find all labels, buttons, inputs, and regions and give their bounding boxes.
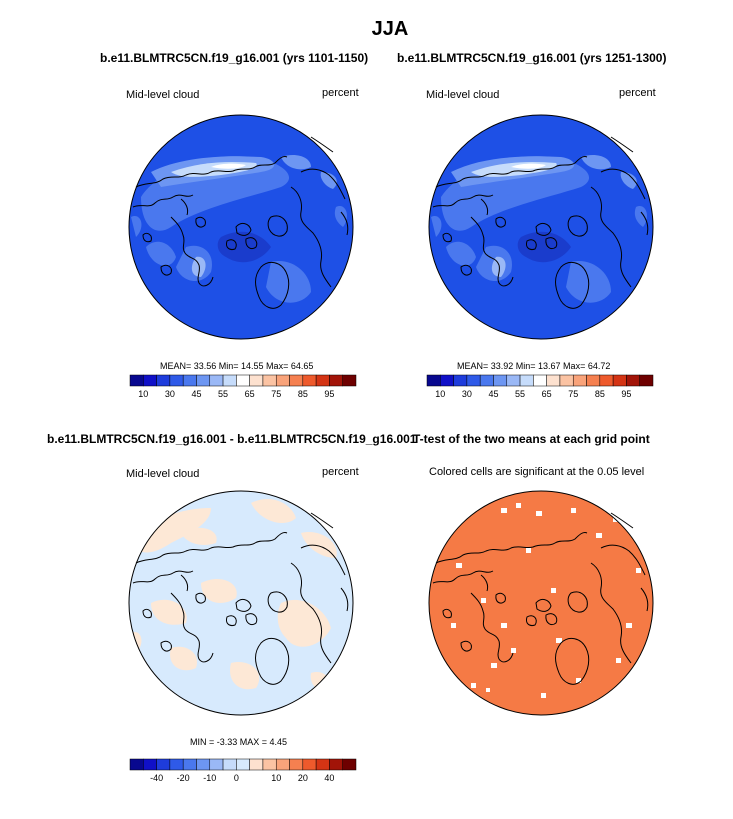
panel-bl-stats: MIN = -3.33 MAX = 4.45 (190, 737, 288, 747)
colorbar-tick-label: 45 (191, 389, 201, 399)
colorbar-cell (315, 374, 330, 387)
panel-tr-map (428, 114, 654, 340)
colorbar-bl: -40 -20 -10 0 10 20 40 (129, 758, 357, 783)
colorbar-cell (169, 374, 184, 387)
colorbar-cell (262, 374, 277, 387)
colorbar-tl: 10 30 45 55 65 75 85 95 (129, 374, 357, 399)
colorbar-cell (453, 374, 468, 387)
colorbar-tick-label: 85 (595, 389, 605, 399)
colorbar-cell (342, 374, 357, 387)
colorbar-tick-label: 65 (245, 389, 255, 399)
colorbar-cell (222, 758, 237, 771)
colorbar-cell (262, 758, 277, 771)
colorbar-cell (626, 374, 640, 387)
colorbar-cell (440, 374, 454, 387)
colorbar-tick-label: 65 (542, 389, 552, 399)
colorbar-tick-label: 10 (138, 389, 148, 399)
panel-br-subtitle: Colored cells are significant at the 0.0… (429, 466, 645, 478)
colorbar-cell (315, 758, 330, 771)
colorbar-tick-label: 10 (271, 773, 281, 783)
colorbar-cell (209, 374, 224, 387)
colorbar-tick-label: 10 (435, 389, 445, 399)
panel-tl-title: b.e11.BLMTRC5CN.f19_g16.001 (yrs 1101-11… (100, 51, 369, 65)
colorbar-tick-label: -10 (203, 773, 216, 783)
panel-bl-variable-label: Mid-level cloud (126, 468, 200, 480)
colorbar-tick-label: 30 (462, 389, 472, 399)
colorbar-tick-label: 85 (298, 389, 308, 399)
colorbar-cell (236, 758, 250, 771)
colorbar-cell (275, 758, 290, 771)
colorbar-cell (143, 758, 157, 771)
colorbar-cell (586, 374, 601, 387)
colorbar-tick-label: 75 (271, 389, 281, 399)
colorbar-cell (129, 374, 144, 387)
colorbar-cell (222, 374, 237, 387)
panel-tl-stats: MEAN= 33.56 Min= 14.55 Max= 64.65 (160, 361, 314, 371)
panel-br-title: T-test of the two means at each grid poi… (413, 432, 650, 446)
colorbar-cell (572, 374, 587, 387)
colorbar-tick-label: 30 (165, 389, 175, 399)
colorbar-cell (169, 758, 184, 771)
colorbar-cell (329, 374, 343, 387)
colorbar-tick-label: 20 (298, 773, 308, 783)
panel-br-map (428, 490, 654, 716)
colorbar-tick-label: -40 (150, 773, 163, 783)
panel-tr-title: b.e11.BLMTRC5CN.f19_g16.001 (yrs 1251-13… (397, 51, 667, 65)
colorbar-cell (493, 374, 508, 387)
colorbar-tick-label: 55 (515, 389, 525, 399)
colorbar-cell (479, 374, 494, 387)
colorbar-cell (196, 758, 211, 771)
panel-tl-units-label: percent (322, 87, 359, 99)
colorbar-cell (209, 758, 224, 771)
colorbar-cell (302, 758, 317, 771)
colorbar-cell (289, 374, 304, 387)
colorbar-cell (249, 374, 264, 387)
colorbar-cell (143, 374, 157, 387)
panel-tr-stats: MEAN= 33.92 Min= 13.67 Max= 64.72 (457, 361, 611, 371)
colorbar-cell (249, 758, 264, 771)
colorbar-cell (156, 758, 171, 771)
colorbar-tick-label: 75 (568, 389, 578, 399)
colorbar-tick-label: 0 (234, 773, 239, 783)
colorbar-cell (546, 374, 561, 387)
panel-bl-map (128, 490, 354, 716)
colorbar-tr: 10 30 45 55 65 75 85 95 (426, 374, 654, 399)
panel-tr-units-label: percent (619, 87, 656, 99)
colorbar-cell (612, 374, 627, 387)
colorbar-cell (182, 758, 197, 771)
colorbar-cell (275, 374, 290, 387)
colorbar-cell (519, 374, 534, 387)
colorbar-tick-label: 40 (324, 773, 334, 783)
colorbar-cell (196, 374, 211, 387)
panel-bl-units-label: percent (322, 466, 359, 478)
colorbar-cell (466, 374, 481, 387)
colorbar-tick-label: 55 (218, 389, 228, 399)
colorbar-cell (506, 374, 521, 387)
colorbar-cell (533, 374, 547, 387)
colorbar-tick-label: 95 (324, 389, 334, 399)
colorbar-cell (129, 758, 144, 771)
colorbar-tick-label: 95 (621, 389, 631, 399)
panel-tl-variable-label: Mid-level cloud (126, 89, 200, 101)
main-title: JJA (371, 18, 409, 40)
colorbar-tick-label: -20 (177, 773, 190, 783)
colorbar-cell (302, 374, 317, 387)
panel-tr-variable-label: Mid-level cloud (426, 89, 500, 101)
colorbar-tick-label: 45 (488, 389, 498, 399)
colorbar-cell (639, 374, 654, 387)
colorbar-cell (156, 374, 171, 387)
colorbar-cell (599, 374, 614, 387)
panel-tl-map (128, 114, 354, 340)
panel-bl-title: b.e11.BLMTRC5CN.f19_g16.001 - b.e11.BLMT… (47, 432, 417, 446)
colorbar-cell (289, 758, 304, 771)
colorbar-cell (182, 374, 197, 387)
colorbar-cell (426, 374, 441, 387)
colorbar-cell (236, 374, 250, 387)
colorbar-cell (329, 758, 343, 771)
colorbar-cell (559, 374, 574, 387)
colorbar-cell (342, 758, 357, 771)
